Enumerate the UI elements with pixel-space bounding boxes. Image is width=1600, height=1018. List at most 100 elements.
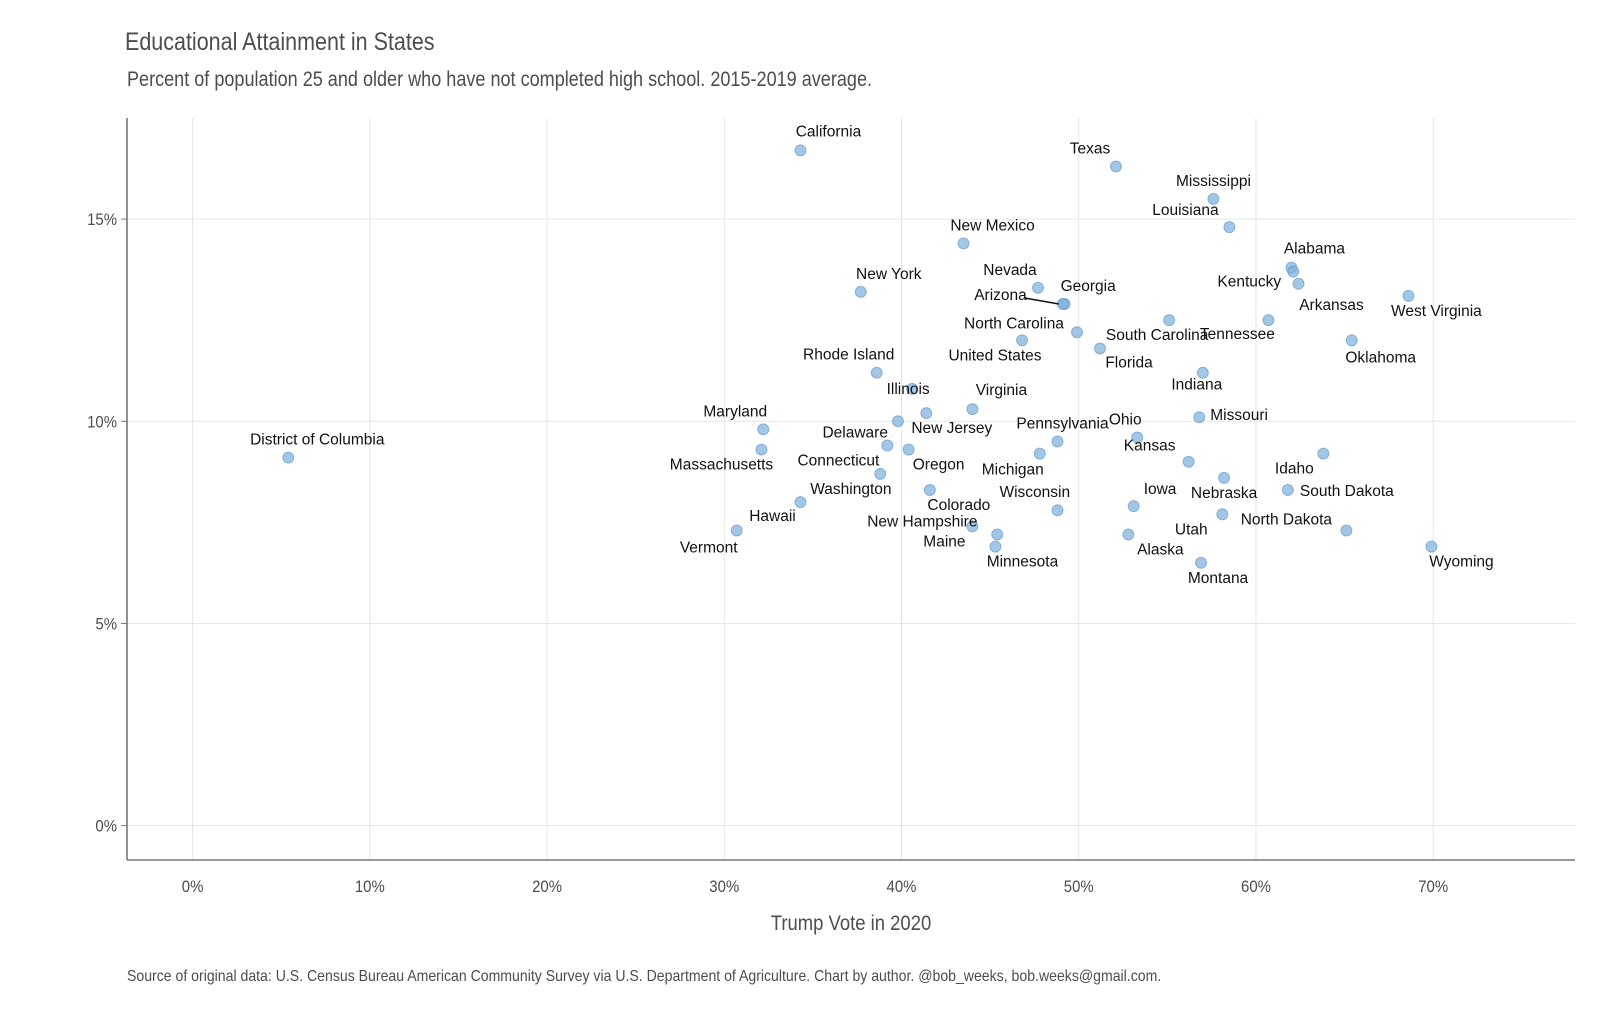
data-point [874,467,887,480]
point-label: Pennsylvania [1016,415,1109,432]
point-label: Florida [1105,354,1153,371]
data-point [854,285,867,298]
data-point [1223,221,1236,234]
point-label: Iowa [1144,481,1177,498]
point-label: Nevada [983,262,1037,279]
y-tick-label: 0% [95,818,117,836]
data-point [1033,447,1046,460]
chart-title: Educational Attainment in States [125,28,435,56]
x-tick-label: 70% [1418,878,1448,896]
point-label: Kentucky [1217,274,1281,291]
point-label: Illinois [887,381,930,398]
data-point [282,451,295,464]
point-label: Kansas [1124,438,1176,455]
point-label: Montana [1188,570,1249,587]
point-label: Hawaii [749,508,796,525]
point-label: Vermont [680,539,738,556]
point-label: South Carolina [1106,327,1209,344]
point-label: Arizona [974,287,1027,304]
point-label: United States [948,347,1041,364]
data-point [1402,289,1415,302]
point-label: North Dakota [1241,511,1333,528]
x-tick-label: 10% [355,878,385,896]
data-point [1109,160,1122,173]
point-label: Tennessee [1200,326,1275,343]
data-point [1163,314,1176,327]
x-tick-label: 60% [1241,878,1271,896]
point-label: Idaho [1275,461,1314,478]
data-point [1340,524,1353,537]
data-point [891,415,904,428]
data-point [1195,556,1208,569]
point-label: Oregon [913,457,965,474]
data-point [730,524,743,537]
data-point [1131,431,1144,444]
data-point [1345,334,1358,347]
gridlines [127,118,1575,860]
point-label: New Mexico [950,217,1034,234]
data-point [920,407,933,420]
point-label: New Jersey [911,420,992,437]
x-tick-label: 40% [887,878,917,896]
x-tick-label: 30% [709,878,739,896]
point-label: Virginia [976,382,1028,399]
point-label: Nebraska [1191,485,1258,502]
data-point [966,520,979,533]
x-tick-label: 0% [182,878,204,896]
axes: 0% 10% 20% 30% 40% 50% 60% 70% 0% 5% 10% 15% [87,118,1575,896]
data-point [906,382,919,395]
data-point [1207,192,1220,205]
data-point [1281,484,1294,497]
data-point [1031,281,1044,294]
data-point [966,403,979,416]
data-point [1070,326,1083,339]
point-label: Utah [1175,521,1208,538]
data-point [902,443,915,456]
point-label: Alaska [1137,541,1184,558]
data-point [1127,500,1140,513]
data-point [1122,528,1135,541]
data-point [794,144,807,157]
data-point [1056,298,1069,311]
data-point [1292,277,1305,290]
point-label: Arkansas [1299,297,1364,314]
data-point [870,366,883,379]
data-point [1317,447,1330,460]
point-label: Indiana [1171,377,1222,394]
data-points [282,144,1438,569]
point-label: Wyoming [1429,554,1493,571]
point-label: Alabama [1284,241,1346,258]
point-label: New Hampshire [867,513,977,530]
point-label: Rhode Island [803,347,894,364]
data-point [1182,455,1195,468]
data-point [991,528,1004,541]
data-point [881,439,894,452]
point-label: West Virginia [1391,303,1482,320]
point-label: Wisconsin [999,484,1070,501]
data-point [757,423,770,436]
x-tick-label: 50% [1064,878,1094,896]
data-point [1216,508,1229,521]
point-label: Minnesota [987,554,1059,571]
x-tick-label: 20% [532,878,562,896]
data-point [794,496,807,509]
data-point [1193,411,1206,424]
point-label: New York [856,266,922,283]
point-label: North Carolina [964,315,1064,332]
data-point [1262,314,1275,327]
chart-caption: Source of original data: U.S. Census Bur… [127,968,1162,985]
point-label: Louisiana [1152,202,1219,219]
point-label: Delaware [822,424,887,441]
point-label: Colorado [927,497,990,514]
data-point [989,540,1002,553]
point-label: Washington [810,481,891,498]
data-point [1051,435,1064,448]
data-point [1287,265,1300,278]
data-point [1196,366,1209,379]
point-label: Mississippi [1176,173,1251,190]
point-label: Connecticut [797,453,880,470]
data-point [1051,504,1064,517]
data-point [1218,471,1231,484]
data-point [923,484,936,497]
y-tick-label: 15% [87,211,117,229]
